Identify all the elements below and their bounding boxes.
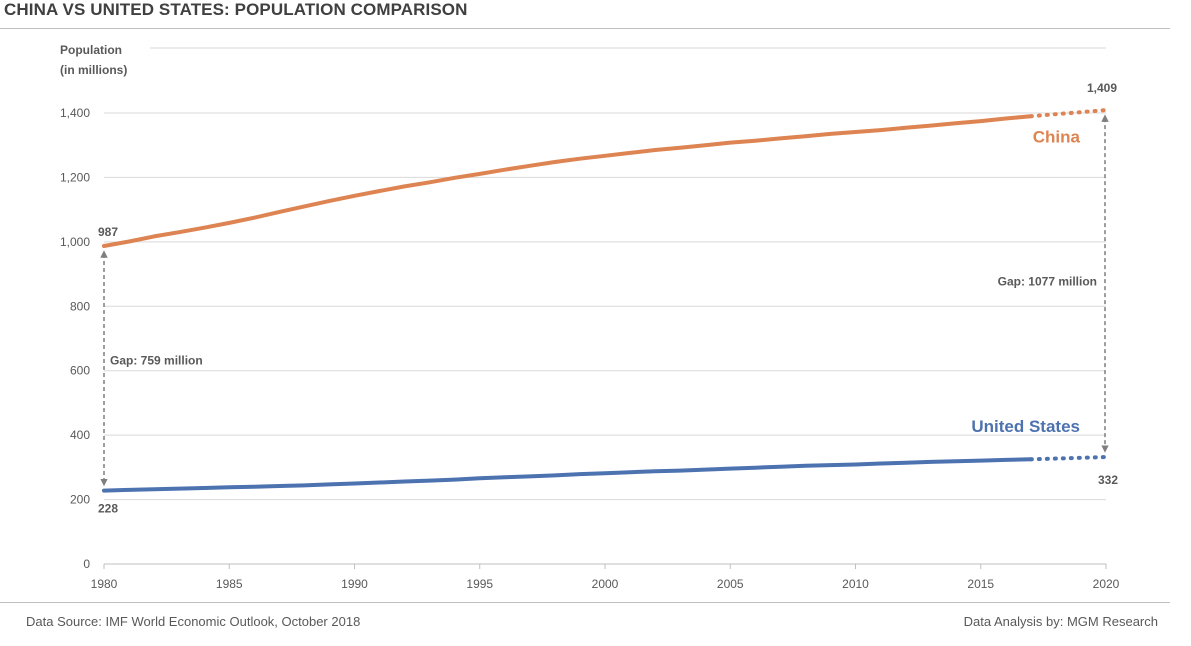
y-tick-label: 800 [70,299,90,313]
projection-line-united-states [1028,455,1108,462]
x-tick-label: 2020 [1093,577,1120,591]
data-label-china-2020: 1,409 [1087,81,1117,95]
data-label-us-2020: 332 [1098,473,1118,487]
y-tick-label: 1,000 [60,235,90,249]
x-tick-label: 1990 [341,577,368,591]
x-tick-label: 1985 [216,577,243,591]
series-label-china: China [1033,128,1081,147]
x-tick-label: 1995 [466,577,493,591]
y-tick-label: 600 [70,364,90,378]
series-line-china [102,114,1033,248]
gap-label-1980: Gap: 759 million [110,353,203,367]
y-tick-label: 1,200 [60,170,90,184]
y-tick-label: 0 [83,557,90,571]
title-divider [0,28,1170,29]
data-label-us-1980: 228 [98,502,118,516]
population-line-chart: 0 200 400 600 800 1,000 1,200 1,400 1980 1985 1990… [60,43,1120,591]
series-label-united-states: United States [971,417,1080,436]
x-tick-label: 2000 [592,577,619,591]
projection-line-china [1028,108,1108,119]
y-axis-subtitle: (in millions) [60,63,127,77]
x-tick-label: 2010 [842,577,869,591]
x-tick-label: 1980 [91,577,118,591]
x-tick-label: 2005 [717,577,744,591]
gap-label-2020: Gap: 1077 million [998,274,1097,288]
y-tick-label: 200 [70,493,90,507]
data-label-china-1980: 987 [98,225,118,239]
y-tick-label: 400 [70,428,90,442]
y-tick-label: 1,400 [60,106,90,120]
footer-source: Data Source: IMF World Economic Outlook,… [26,614,361,629]
series-line-united-states [102,457,1033,493]
chart-title: CHINA VS UNITED STATES: POPULATION COMPA… [4,0,468,19]
footer-analysis: Data Analysis by: MGM Research [963,614,1158,629]
x-tick-label: 2015 [967,577,994,591]
y-axis-title: Population [60,43,122,57]
footer-divider [0,602,1170,603]
